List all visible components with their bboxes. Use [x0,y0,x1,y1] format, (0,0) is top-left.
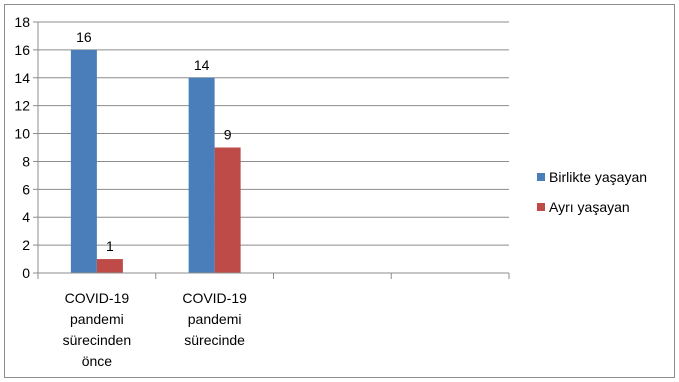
data-label: 16 [76,29,92,45]
y-tick-label: 8 [22,153,30,169]
x-tick-label: sürecinden [63,332,132,348]
y-tick-label: 10 [14,126,30,142]
bar [188,77,215,274]
legend-swatch [537,203,545,211]
bar [70,49,97,274]
x-tick-label: önce [82,353,113,369]
y-tick-label: 14 [14,70,30,86]
y-tick-label: 16 [14,42,30,58]
x-tick-label: COVID-19 [65,290,130,306]
y-tick-label: 6 [22,181,30,197]
data-label: 9 [224,127,232,143]
chart-frame [4,4,675,378]
legend-swatch [537,173,545,181]
y-tick-label: 12 [14,98,30,114]
data-label: 1 [106,238,114,254]
y-tick-label: 2 [22,237,30,253]
legend-label: Ayrı yaşayan [549,199,630,215]
x-tick-label: pandemi [188,311,242,327]
data-label: 14 [194,57,210,73]
y-tick-label: 0 [22,265,30,281]
bar [214,147,241,273]
legend-label: Birlikte yaşayan [549,169,647,185]
x-tick-label: COVID-19 [182,290,247,306]
x-tick-label: sürecinde [184,332,245,348]
x-tick-label: pandemi [70,311,124,327]
y-tick-label: 4 [22,209,30,225]
y-tick-label: 18 [14,14,30,30]
bar [96,259,123,273]
